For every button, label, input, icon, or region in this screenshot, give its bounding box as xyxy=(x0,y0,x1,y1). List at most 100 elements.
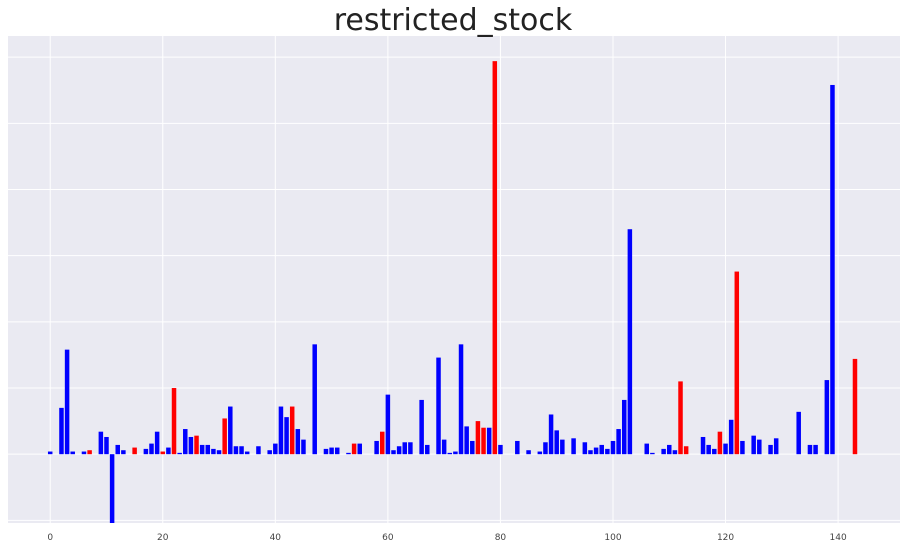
bar xyxy=(700,436,706,455)
bar xyxy=(351,443,357,455)
bar xyxy=(132,447,137,455)
bar xyxy=(115,444,120,455)
bar xyxy=(104,436,109,455)
bar xyxy=(717,431,723,455)
bar xyxy=(667,444,672,455)
bar xyxy=(824,380,830,455)
bar xyxy=(728,419,734,455)
bar xyxy=(334,447,340,455)
bar xyxy=(59,407,64,455)
chart-title: restricted_stock xyxy=(334,3,573,38)
bar xyxy=(47,451,53,455)
bar xyxy=(734,271,740,455)
bar xyxy=(419,399,424,455)
bar xyxy=(346,452,351,455)
bar xyxy=(256,446,261,455)
bar xyxy=(289,406,295,455)
x-tick-label: 20 xyxy=(157,533,169,543)
x-tick-label: 80 xyxy=(495,533,507,543)
bar xyxy=(605,448,610,455)
bar xyxy=(458,344,464,455)
bar xyxy=(357,443,362,455)
bar xyxy=(593,447,599,455)
bar xyxy=(548,414,554,455)
bar xyxy=(554,430,559,455)
bar xyxy=(773,438,779,455)
bar xyxy=(813,444,818,455)
bar xyxy=(228,406,233,455)
bar xyxy=(183,429,188,455)
bar xyxy=(149,443,154,455)
bar xyxy=(143,448,149,455)
bar xyxy=(396,446,402,455)
bar xyxy=(852,358,858,455)
bar xyxy=(610,440,616,455)
bar xyxy=(706,444,711,455)
bar xyxy=(515,440,520,455)
x-tick-label: 40 xyxy=(270,533,282,543)
bar xyxy=(222,418,227,455)
bar xyxy=(211,448,216,455)
bar xyxy=(650,452,655,455)
bar xyxy=(661,448,666,455)
bar xyxy=(166,447,171,455)
bar xyxy=(121,450,126,455)
bar xyxy=(475,421,481,455)
bar xyxy=(216,450,222,455)
bar xyxy=(194,435,199,455)
x-tick-label: 100 xyxy=(604,533,621,543)
x-tick-label: 0 xyxy=(47,533,53,543)
bar xyxy=(70,451,75,455)
bar xyxy=(188,436,194,455)
bar xyxy=(160,451,166,455)
bar xyxy=(171,388,177,455)
bar xyxy=(273,443,278,455)
bar xyxy=(830,84,835,455)
x-tick-label: 120 xyxy=(717,533,734,543)
bar xyxy=(278,406,284,455)
bar xyxy=(464,426,469,455)
bar xyxy=(239,446,244,455)
plot-area xyxy=(8,36,900,523)
bar xyxy=(526,450,531,455)
bar xyxy=(64,349,70,455)
bar xyxy=(616,429,621,455)
bar xyxy=(323,448,329,455)
bar xyxy=(807,444,813,455)
bar xyxy=(267,450,272,455)
bar xyxy=(712,448,717,455)
bar xyxy=(329,447,334,455)
bar xyxy=(154,431,160,455)
bar xyxy=(723,443,728,455)
bar xyxy=(425,444,430,455)
bar xyxy=(205,444,211,455)
bar xyxy=(627,229,633,455)
bar xyxy=(98,431,104,455)
bar xyxy=(486,427,492,455)
bar xyxy=(543,442,548,455)
bar xyxy=(408,442,413,455)
bar xyxy=(391,450,396,455)
bar xyxy=(379,431,385,455)
bar xyxy=(751,435,756,455)
bar xyxy=(678,381,683,455)
bar xyxy=(284,417,289,455)
x-tick-label: 140 xyxy=(830,533,847,543)
bar xyxy=(453,451,458,455)
x-tick-label: 60 xyxy=(382,533,394,543)
bar xyxy=(492,61,498,455)
bar xyxy=(588,450,593,455)
bar xyxy=(312,344,317,455)
x-tick-labels: 0 20 40 60 80 100 120 140 xyxy=(47,533,847,543)
bar xyxy=(81,451,87,455)
bar xyxy=(301,439,306,455)
bar xyxy=(599,444,604,455)
bar xyxy=(796,411,801,455)
bar xyxy=(481,427,486,455)
bar xyxy=(244,451,250,455)
bar xyxy=(470,440,475,455)
bar xyxy=(385,394,391,455)
bar xyxy=(768,444,773,455)
bar xyxy=(436,357,441,455)
